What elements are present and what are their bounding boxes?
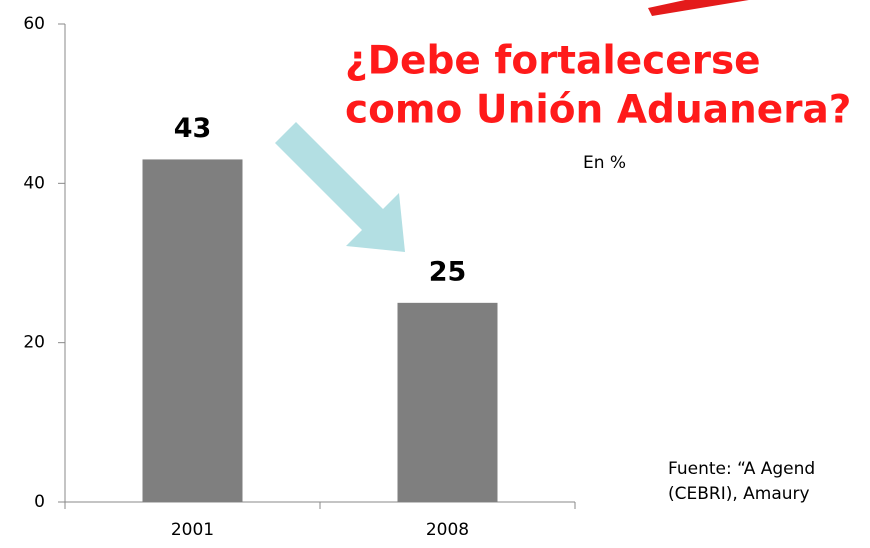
bar (397, 302, 498, 502)
red-arrow (648, 0, 749, 16)
chart-title: como Unión Aduanera? (345, 88, 851, 133)
unit-label: En % (583, 153, 626, 173)
data-label: 25 (429, 256, 467, 287)
source-note: Fuente: “A Agend (668, 459, 815, 479)
bar (142, 159, 243, 502)
chart-title: ¿Debe fortalecerse (345, 39, 761, 84)
y-tick-label: 40 (23, 173, 45, 193)
y-tick-label: 60 (23, 14, 45, 34)
y-tick-label: 20 (23, 333, 45, 353)
source-note: (CEBRI), Amaury (668, 484, 810, 504)
y-tick-label: 0 (34, 492, 45, 512)
trend-arrow (275, 122, 405, 252)
x-tick-label: 2001 (171, 520, 214, 540)
data-label: 43 (174, 113, 212, 144)
x-tick-label: 2008 (426, 520, 469, 540)
